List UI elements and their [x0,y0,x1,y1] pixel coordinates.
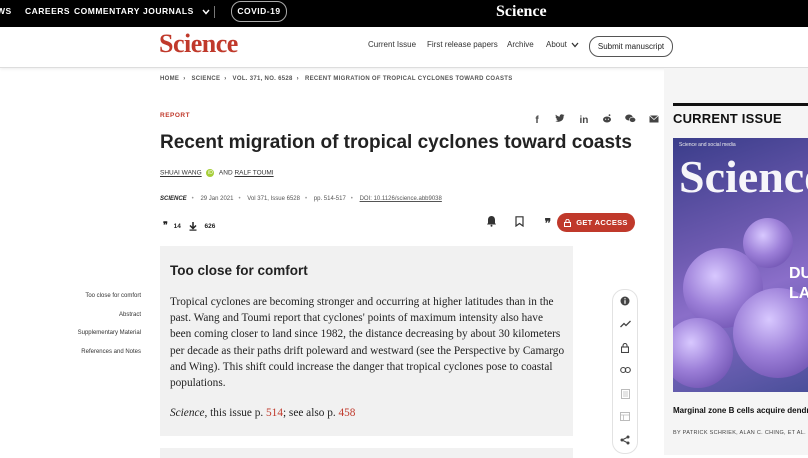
twitter-icon[interactable] [554,114,566,126]
breadcrumb-science[interactable]: SCIENCE [191,76,221,82]
email-icon[interactable] [648,115,660,126]
cover-headline: DUA LAT [789,265,808,302]
table-icon[interactable] [613,412,637,423]
tool-rail [612,289,638,454]
linkedin-icon[interactable]: in [579,115,589,126]
reference-journal: Science [170,407,205,419]
toc-item-supplementary[interactable]: Supplementary Material [77,330,141,336]
cover-tagline: Science and social media [679,142,736,148]
current-issue-article-title[interactable]: Marginal zone B cells acquire dendri by … [673,406,808,415]
covid-button[interactable]: COVID-19 [231,1,287,22]
link-icon[interactable] [613,366,637,376]
wechat-icon[interactable] [625,114,637,126]
issue-cover-image[interactable]: Science and social media Science DUA LAT [673,138,808,392]
cover-art-blob [733,288,808,378]
site-header: Science Current Issue First release pape… [0,27,808,68]
page-link[interactable]: 458 [338,407,356,419]
author-conjunction: AND [218,169,233,177]
article-tools: ❞ [484,214,565,230]
nav-divider [214,6,215,18]
download-icon [189,221,197,231]
toc-item-summary[interactable]: Too close for comfort [85,293,141,299]
lock-icon [564,218,572,228]
nav-item-journals-label: JOURNALS [143,6,194,16]
reddit-icon[interactable] [601,114,613,126]
science-logo[interactable]: Science [159,29,238,58]
cite-icon[interactable]: ❞ [544,216,552,230]
doi-link[interactable]: DOI: 10.1126/science.abb9038 [359,196,442,202]
get-access-button[interactable]: GET ACCESS [557,213,635,232]
chevron-down-icon [571,42,579,48]
current-issue-heading: CURRENT ISSUE [673,111,782,126]
abstract-box [160,448,573,458]
trend-icon[interactable] [613,320,637,330]
reference-text: ; see also p. [282,407,339,419]
article-type-label: REPORT [160,112,191,119]
orcid-icon[interactable]: iD [206,169,215,177]
share-toolbar: f in [531,110,667,126]
toc-item-references[interactable]: References and Notes [81,348,141,355]
reference-text: , this issue p. [204,407,267,419]
share-icon[interactable] [613,435,637,447]
lock-icon[interactable] [613,342,637,355]
cover-art-blob [673,318,733,388]
download-count[interactable]: 626 [204,223,216,230]
page-link[interactable]: 514 [266,407,283,419]
cover-masthead: Science [679,151,808,202]
article-title: Recent migration of tropical cyclones to… [160,132,632,153]
submit-manuscript-button[interactable]: Submit manuscript [589,36,673,57]
summary-reference: Science, this issue p. 514; see also p. … [170,407,355,419]
current-issue-authors: BY PATRICK SCHRIEK, ALAN C. CHING, ET AL… [673,430,806,436]
breadcrumb-volume[interactable]: VOL. 371, NO. 6528 [232,76,293,82]
bookmark-icon[interactable] [512,216,526,230]
author-list: SHUAI WANG iD AND RALF TOUMI [160,169,274,177]
layers-icon[interactable] [613,389,637,401]
author-link[interactable]: RALF TOUMI [234,169,274,177]
bell-icon[interactable] [484,215,498,230]
current-issue-panel: CURRENT ISSUE Science and social media S… [664,68,808,455]
journal-name: SCIENCE [160,196,187,202]
citation-icon: ❞ [163,220,168,230]
volume-issue[interactable]: Vol 371, Issue 6528 [247,196,300,202]
cover-art-blob [743,218,793,268]
nav-item-news[interactable]: WS [0,6,12,16]
nav-about[interactable]: About [546,40,579,49]
info-icon[interactable] [613,296,637,308]
divider [673,103,808,106]
article-metrics: ❞ 14 626 [163,220,215,231]
author-link[interactable]: SHUAI WANG [160,169,202,177]
editor-summary-box: Too close for comfort Tropical cyclones … [160,246,573,436]
article-meta: SCIENCE • 29 Jan 2021 • Vol 371, Issue 652… [160,196,442,202]
table-of-contents: Too close for comfort Abstract Supplemen… [40,293,141,367]
nav-about-label: About [546,40,567,49]
nav-item-journals[interactable]: JOURNALS [143,0,210,27]
toc-item-abstract[interactable]: Abstract [118,311,141,318]
nav-item-commentary[interactable]: COMMENTARY [74,6,140,16]
citation-count[interactable]: 14 [173,223,181,230]
facebook-icon[interactable]: f [535,115,539,126]
nav-archive[interactable]: Archive [507,40,534,49]
top-navigation-bar: WS CAREERS COMMENTARY JOURNALS COVID-19 … [0,0,808,27]
get-access-label: GET ACCESS [576,218,628,227]
nav-first-release[interactable]: First release papers [427,40,498,49]
breadcrumb-home[interactable]: HOME [160,76,180,82]
chevron-down-icon [202,9,210,15]
science-logo-small[interactable]: Science [496,3,547,20]
page-range: pp. 514-517 [313,196,346,202]
nav-current-issue[interactable]: Current Issue [368,40,417,49]
breadcrumb: HOME › SCIENCE › VOL. 371, NO. 6528 › RECEN… [160,76,513,82]
summary-text: Tropical cyclones are becoming stronger … [170,296,565,390]
summary-title: Too close for comfort [170,263,308,278]
nav-item-careers[interactable]: CAREERS [25,6,71,16]
publish-date: 29 Jan 2021 [200,196,234,202]
breadcrumb-current: RECENT MIGRATION OF TROPICAL CYCLONES TO… [304,76,513,82]
